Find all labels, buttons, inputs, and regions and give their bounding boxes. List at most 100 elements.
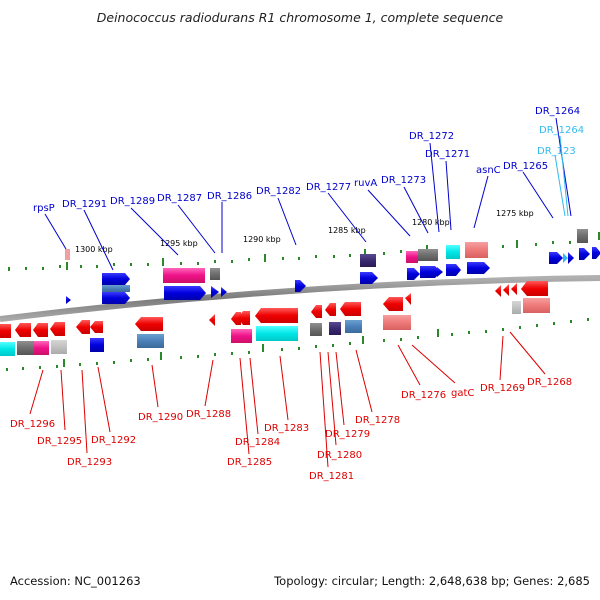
gene-feature[interactable] — [360, 254, 376, 267]
gene-arrow[interactable] — [521, 281, 548, 296]
gene-feature[interactable] — [210, 268, 220, 280]
gene-label[interactable]: DR_1290 — [138, 412, 183, 423]
gene-arrow[interactable] — [221, 287, 227, 297]
gene-arrow[interactable] — [238, 311, 250, 325]
gene-label[interactable]: DR_1276 — [401, 390, 446, 401]
gene-arrow[interactable] — [360, 272, 378, 284]
gene-arrow[interactable] — [33, 323, 48, 337]
gene-label[interactable]: gatC — [451, 388, 474, 399]
gene-label[interactable]: DR_1292 — [91, 435, 136, 446]
gene-label[interactable]: DR_123 — [537, 146, 576, 157]
gene-arrow[interactable] — [420, 266, 441, 278]
gene-label[interactable]: DR_1291 — [62, 199, 107, 210]
gene-arrow[interactable] — [383, 297, 403, 311]
gene-arrow[interactable] — [102, 292, 130, 304]
gene-arrow[interactable] — [66, 296, 71, 304]
gene-feature[interactable] — [465, 242, 488, 258]
gene-label[interactable]: DR_1284 — [235, 437, 280, 448]
gene-arrow[interactable] — [446, 264, 461, 276]
gene-feature[interactable] — [163, 268, 205, 283]
gene-arrow[interactable] — [231, 312, 241, 325]
gene-label[interactable]: DR_1269 — [480, 383, 525, 394]
gene-label[interactable]: DR_1277 — [306, 182, 351, 193]
gene-label[interactable]: rpsP — [33, 203, 55, 214]
gene-feature[interactable] — [446, 245, 460, 259]
gene-arrow[interactable] — [405, 293, 411, 305]
gene-arrow[interactable] — [511, 283, 517, 295]
forward-leader-lines-alt — [554, 135, 569, 217]
gene-arrow[interactable] — [50, 322, 65, 336]
gene-label[interactable]: DR_1287 — [157, 193, 202, 204]
gene-feature[interactable] — [102, 285, 130, 292]
gene-label[interactable]: DR_1271 — [425, 149, 470, 160]
gene-feature[interactable] — [329, 322, 341, 335]
scale-label: 1280 kbp — [412, 218, 450, 227]
gene-label[interactable]: DR_1281 — [309, 471, 354, 482]
gene-feature[interactable] — [90, 338, 104, 352]
gene-arrow[interactable] — [311, 305, 322, 318]
gene-label[interactable]: DR_1280 — [317, 450, 362, 461]
gene-arrow[interactable] — [592, 247, 600, 259]
gene-arrow[interactable] — [340, 302, 361, 316]
gene-feature[interactable] — [418, 249, 438, 261]
gene-feature[interactable] — [577, 229, 588, 243]
gene-arrow[interactable] — [135, 317, 163, 331]
gene-arrow[interactable] — [15, 323, 31, 337]
gene-arrow[interactable] — [549, 252, 563, 264]
gene-label[interactable]: DR_1283 — [264, 423, 309, 434]
gene-feature[interactable] — [0, 342, 15, 356]
gene-feature[interactable] — [512, 301, 521, 314]
gene-arrow[interactable] — [495, 285, 501, 297]
gene-arrow[interactable] — [325, 303, 336, 316]
gene-label[interactable]: DR_1295 — [37, 436, 82, 447]
gene-label[interactable]: DR_1282 — [256, 186, 301, 197]
gene-label[interactable]: DR_1293 — [67, 457, 112, 468]
gene-label[interactable]: DR_1272 — [409, 131, 454, 142]
gene-label[interactable]: DR_1289 — [110, 196, 155, 207]
gene-label[interactable]: DR_1296 — [10, 419, 55, 430]
gene-feature[interactable] — [256, 326, 298, 341]
gene-arrow[interactable] — [209, 314, 215, 326]
gene-feature[interactable] — [137, 334, 164, 348]
gene-feature[interactable] — [345, 320, 362, 333]
gene-arrow[interactable] — [76, 320, 90, 334]
gene-arrow[interactable] — [164, 286, 206, 300]
gene-label[interactable]: DR_1286 — [207, 191, 252, 202]
gene-feature[interactable] — [523, 298, 550, 313]
gene-label[interactable]: DR_1285 — [227, 457, 272, 468]
gene-label[interactable]: DR_1264 — [539, 125, 584, 136]
gene-arrow[interactable] — [437, 267, 443, 277]
gene-label[interactable]: DR_1278 — [355, 415, 400, 426]
gene-label[interactable]: ruvA — [354, 178, 377, 189]
gene-label[interactable]: DR_1273 — [381, 175, 426, 186]
gene-arrow[interactable] — [0, 324, 11, 338]
gene-arrow[interactable] — [102, 273, 130, 285]
gene-label[interactable]: asnC — [476, 165, 501, 176]
gene-feature[interactable] — [383, 315, 411, 330]
gene-arrow[interactable] — [295, 280, 306, 292]
gene-feature[interactable] — [34, 341, 49, 355]
gene-feature[interactable] — [17, 341, 34, 355]
gene-arrow[interactable] — [211, 286, 219, 298]
gene-feature[interactable] — [310, 323, 322, 336]
scale-label: 1295 kbp — [160, 239, 198, 248]
forward-strand — [65, 229, 600, 304]
gene-feature[interactable] — [231, 329, 252, 343]
gene-label[interactable]: DR_1288 — [186, 409, 231, 420]
gene-arrow[interactable] — [467, 262, 490, 274]
gene-arrow[interactable] — [568, 252, 574, 264]
gene-label[interactable]: DR_1265 — [503, 161, 548, 172]
gene-label[interactable]: DR_1279 — [325, 429, 370, 440]
gene-feature[interactable] — [51, 340, 67, 354]
gene-arrow[interactable] — [563, 253, 568, 263]
gene-label[interactable]: DR_1268 — [527, 377, 572, 388]
gene-feature[interactable] — [65, 249, 70, 260]
gene-feature[interactable] — [406, 251, 418, 263]
gene-arrow[interactable] — [503, 284, 509, 296]
gene-arrow[interactable] — [407, 268, 420, 280]
gene-arrow[interactable] — [579, 248, 590, 260]
gene-arrow[interactable] — [255, 308, 298, 323]
gene-label[interactable]: DR_1264 — [535, 106, 580, 117]
gene-arrow[interactable] — [90, 321, 103, 333]
